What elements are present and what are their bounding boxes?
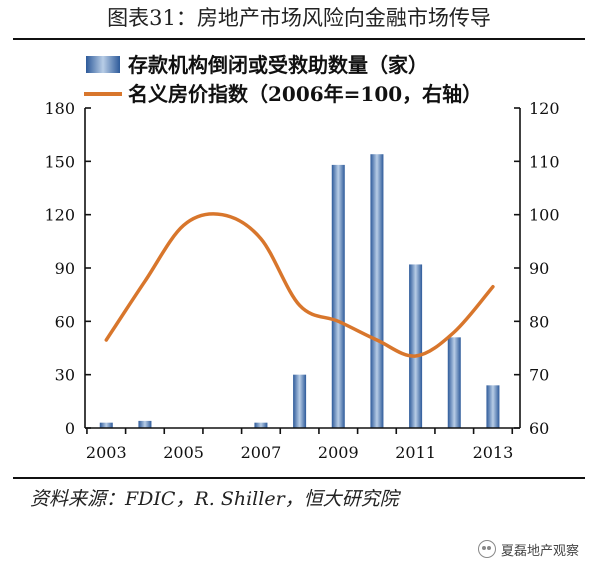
left-tick-label: 180 — [44, 99, 75, 118]
left-tick-label: 60 — [55, 312, 75, 331]
right-tick-label: 110 — [529, 152, 560, 171]
source-note: 资料来源：FDIC，R. Shiller，恒大研究院 — [30, 488, 399, 510]
axes — [84, 107, 521, 434]
bar-series — [99, 154, 500, 428]
legend-swatch-bars — [86, 56, 120, 73]
legend: 存款机构倒闭或受救助数量（家） 名义房价指数（2006年=100，右轴） — [84, 53, 482, 106]
left-tick-label: 0 — [65, 419, 75, 438]
house-price-line — [104, 212, 495, 358]
right-tick-label: 120 — [529, 99, 560, 118]
left-tick-label: 90 — [55, 259, 75, 278]
legend-label-bars: 存款机构倒闭或受救助数量（家） — [128, 53, 428, 77]
x-tick-label: 2007 — [241, 443, 282, 462]
wechat-icon — [478, 540, 496, 558]
right-tick-label: 70 — [529, 366, 549, 385]
title-rule — [13, 38, 585, 40]
bar-2008 — [293, 374, 307, 428]
bar-2004 — [138, 420, 152, 428]
bar-2007 — [254, 422, 268, 428]
watermark-label: 夏磊地产观察 — [501, 543, 580, 559]
right-tick-label: 90 — [529, 259, 549, 278]
source-rule — [13, 477, 585, 479]
watermark: 夏磊地产观察 — [478, 538, 579, 560]
right-tick-label: 60 — [529, 419, 549, 438]
left-tick-label: 150 — [44, 152, 75, 171]
x-tick-label: 2011 — [395, 443, 436, 462]
bar-2003 — [99, 422, 113, 428]
x-tick-label: 2003 — [86, 443, 127, 462]
bar-2009 — [331, 164, 345, 428]
bar-2010 — [370, 154, 384, 428]
left-tick-label: 120 — [44, 206, 75, 225]
x-tick-label: 2013 — [473, 443, 514, 462]
bar-2012 — [447, 337, 461, 428]
tick-labels: 0 30 60 90 120 150 180 60 70 80 90 100 110 120 2003 200… — [44, 99, 559, 462]
bar-2013 — [486, 385, 500, 428]
legend-label-line: 名义房价指数（2006年=100，右轴） — [128, 82, 482, 106]
x-tick-label: 2009 — [318, 443, 359, 462]
bar-2011 — [409, 264, 423, 428]
figure-title: 图表31：房地产市场风险向金融市场传导 — [107, 6, 491, 30]
left-tick-label: 30 — [55, 366, 75, 385]
right-tick-label: 80 — [529, 312, 549, 331]
x-tick-label: 2005 — [163, 443, 204, 462]
right-tick-label: 100 — [529, 206, 560, 225]
